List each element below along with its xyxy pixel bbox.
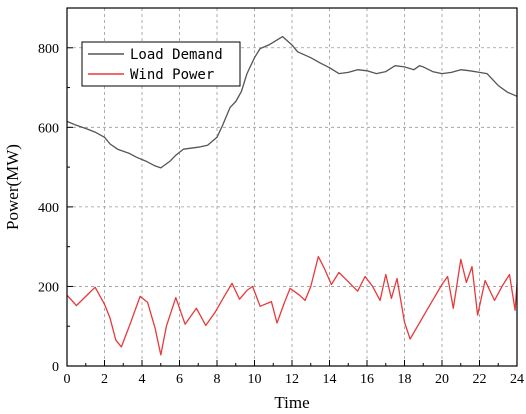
x-tick-label: 4 [139, 372, 146, 387]
y-axis-label: Power(MW) [3, 144, 22, 230]
series-line-load-demand [66, 35, 518, 169]
x-tick-label: 22 [473, 372, 487, 387]
x-tick-label: 10 [248, 372, 262, 387]
x-tick-label: 18 [398, 372, 412, 387]
x-tick-label: 8 [214, 372, 221, 387]
y-tick-label: 800 [38, 42, 59, 57]
y-tick-label: 0 [52, 360, 59, 375]
legend-label-load-demand: Load Demand [130, 47, 223, 63]
y-tick-label: 600 [38, 121, 59, 136]
tick-marks [66, 47, 518, 367]
x-tick-label: 6 [176, 372, 183, 387]
x-axis-label: Time [274, 393, 309, 412]
y-tick-label: 400 [38, 201, 59, 216]
x-tick-label: 16 [360, 372, 374, 387]
x-tick-label: 20 [435, 372, 449, 387]
x-tick-label: 0 [64, 372, 71, 387]
legend-box [81, 41, 241, 87]
legend: Load Demand Wind Power [81, 41, 241, 87]
x-tick-label: 14 [323, 372, 337, 387]
x-tick-label: 12 [285, 372, 299, 387]
x-tick-label: 2 [101, 372, 108, 387]
plot-frame [66, 7, 518, 367]
y-tick-label: 200 [38, 280, 59, 295]
legend-label-wind-power: Wind Power [130, 67, 214, 83]
series-lines [66, 35, 518, 356]
x-tick-label: 24 [510, 372, 524, 387]
series-line-wind-power [66, 255, 518, 356]
